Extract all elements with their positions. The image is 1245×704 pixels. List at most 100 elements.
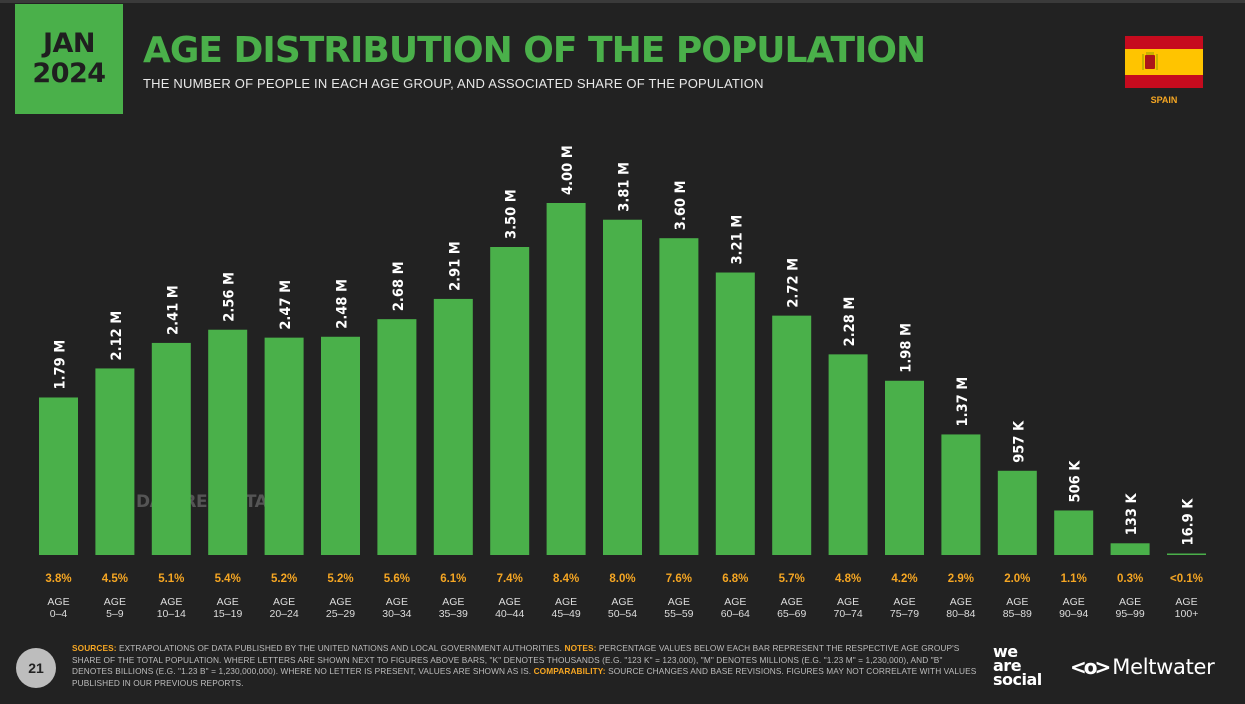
spain-flag-icon	[1125, 36, 1203, 88]
value-label-0: 1.79 M	[53, 340, 69, 390]
category-label-0: AGE	[47, 596, 69, 608]
category-range-1: 5–9	[106, 608, 124, 620]
coat-of-arms-icon	[1142, 52, 1158, 70]
category-label-9: AGE	[555, 596, 577, 608]
meltwater-name: Meltwater	[1112, 655, 1215, 679]
category-label-1: AGE	[104, 596, 126, 608]
share-label-0: 3.8%	[45, 573, 71, 585]
value-label-19: 133 K	[1124, 493, 1140, 536]
share-label-17: 2.0%	[1004, 573, 1030, 585]
category-label-8: AGE	[499, 596, 521, 608]
date-year: 2024	[32, 58, 106, 89]
we-are-social-logo: we are social	[993, 642, 1042, 688]
category-range-2: 10–14	[157, 608, 186, 620]
share-label-15: 4.2%	[891, 573, 917, 585]
category-label-17: AGE	[1006, 596, 1028, 608]
value-label-5: 2.48 M	[335, 279, 351, 329]
share-label-3: 5.4%	[215, 573, 241, 585]
value-label-6: 2.68 M	[391, 261, 407, 311]
category-range-8: 40–44	[495, 608, 524, 620]
category-range-15: 75–79	[890, 608, 919, 620]
share-label-20: <0.1%	[1170, 573, 1203, 585]
bar-13	[772, 315, 812, 555]
notes-label: NOTES:	[564, 643, 597, 653]
sources-label: SOURCES:	[72, 643, 117, 653]
category-range-11: 55–59	[664, 608, 693, 620]
date-month: JAN	[42, 28, 96, 59]
value-label-14: 2.28 M	[842, 297, 858, 347]
share-label-14: 4.8%	[835, 573, 861, 585]
share-label-16: 2.9%	[948, 573, 974, 585]
bar-9	[546, 203, 586, 555]
bar-8	[490, 247, 530, 555]
page-subtitle: THE NUMBER OF PEOPLE IN EACH AGE GROUP, …	[143, 76, 764, 91]
category-label-16: AGE	[950, 596, 972, 608]
bar-17	[997, 470, 1037, 555]
comparability-label: COMPARABILITY:	[533, 666, 606, 676]
category-label-6: AGE	[386, 596, 408, 608]
bar-3	[208, 329, 248, 555]
value-label-20: 16.9 K	[1181, 498, 1197, 546]
value-label-18: 506 K	[1068, 460, 1084, 503]
bar-10	[603, 219, 642, 555]
share-label-8: 7.4%	[497, 573, 523, 585]
top-border	[0, 0, 1245, 3]
category-range-20: 100+	[1175, 608, 1199, 620]
share-label-2: 5.1%	[158, 573, 184, 585]
category-range-17: 85–89	[1003, 608, 1032, 620]
was-line-2: are	[993, 656, 1022, 675]
flag-stripe-bottom	[1125, 75, 1203, 88]
value-label-2: 2.41 M	[165, 285, 181, 335]
share-label-12: 6.8%	[722, 573, 748, 585]
category-range-4: 20–24	[269, 608, 298, 620]
value-label-1: 2.12 M	[109, 311, 125, 361]
value-label-12: 3.21 M	[729, 215, 745, 265]
category-label-20: AGE	[1175, 596, 1197, 608]
category-range-5: 25–29	[326, 608, 355, 620]
category-range-19: 95–99	[1115, 608, 1144, 620]
bar-1	[95, 368, 135, 555]
bar-20	[1167, 553, 1206, 555]
meltwater-logo: <o> Meltwater	[1070, 655, 1215, 679]
value-label-10: 3.81 M	[617, 162, 633, 212]
category-range-16: 80–84	[946, 608, 975, 620]
page-number: 21	[16, 648, 56, 688]
value-label-17: 957 K	[1011, 420, 1027, 463]
category-label-13: AGE	[781, 596, 803, 608]
category-range-13: 65–69	[777, 608, 806, 620]
bar-12	[715, 272, 755, 555]
value-label-8: 3.50 M	[504, 189, 520, 239]
meltwater-icon: <o>	[1070, 655, 1111, 679]
value-label-11: 3.60 M	[673, 180, 689, 230]
share-label-10: 8.0%	[609, 573, 635, 585]
bar-4	[264, 337, 304, 555]
country-label: SPAIN	[1150, 95, 1178, 105]
flag-stripe-middle	[1125, 49, 1203, 75]
share-label-13: 5.7%	[779, 573, 805, 585]
was-line-1: we	[993, 642, 1018, 661]
date-badge: JAN 2024	[15, 4, 123, 114]
bar-18	[1054, 510, 1094, 555]
value-label-4: 2.47 M	[278, 280, 294, 330]
value-label-16: 1.37 M	[955, 377, 971, 427]
share-label-4: 5.2%	[271, 573, 297, 585]
category-range-18: 90–94	[1059, 608, 1088, 620]
share-label-19: 0.3%	[1117, 573, 1143, 585]
category-label-3: AGE	[217, 596, 239, 608]
category-range-12: 60–64	[721, 608, 750, 620]
category-range-7: 35–39	[439, 608, 468, 620]
category-label-11: AGE	[668, 596, 690, 608]
category-label-2: AGE	[160, 596, 182, 608]
category-label-10: AGE	[611, 596, 633, 608]
sources-text: EXTRAPOLATIONS OF DATA PUBLISHED BY THE …	[116, 643, 565, 653]
category-label-12: AGE	[724, 596, 746, 608]
bar-19	[1110, 543, 1150, 555]
category-range-3: 15–19	[213, 608, 242, 620]
bar-5	[321, 336, 360, 555]
bar-7	[433, 298, 473, 555]
comparability-text: SOURCE CHANGES AND BASE REVISIONS. FIGUR…	[72, 666, 977, 688]
bar-15	[885, 380, 924, 555]
share-label-9: 8.4%	[553, 573, 579, 585]
share-label-7: 6.1%	[440, 573, 466, 585]
